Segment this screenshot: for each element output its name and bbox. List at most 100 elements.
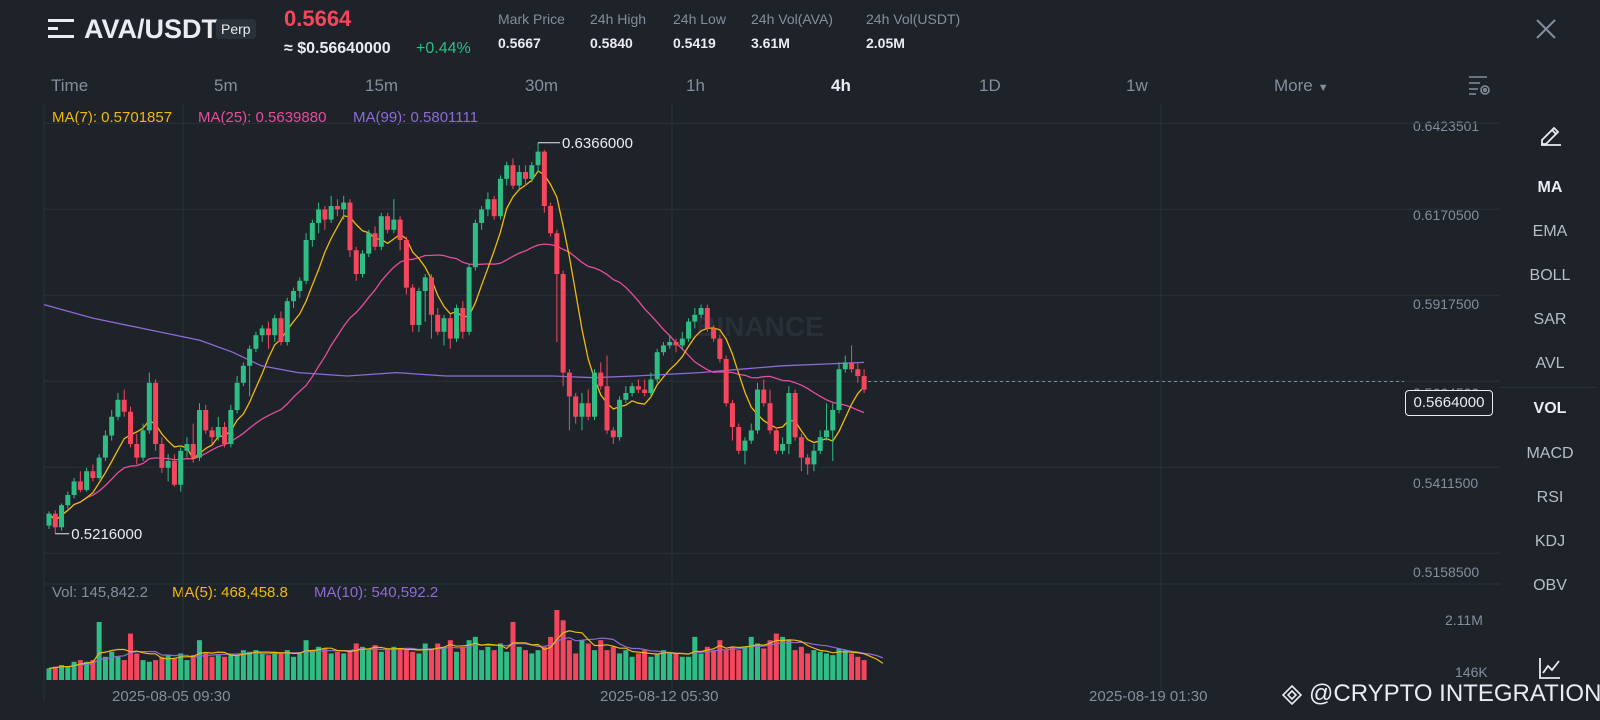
tab-more[interactable]: More ▼	[1274, 76, 1329, 96]
candle	[441, 318, 447, 332]
candle	[372, 233, 378, 247]
volume-bar	[855, 656, 861, 680]
candle	[755, 389, 761, 431]
candle	[428, 277, 434, 315]
time-tick: 2025-08-12 05:30	[600, 688, 719, 705]
volume-bar	[767, 640, 773, 680]
volume-bar	[836, 648, 842, 680]
volume-bar	[667, 653, 673, 680]
indicator-obv[interactable]: OBV	[1533, 577, 1567, 594]
draw-tool-icon[interactable]	[1538, 120, 1564, 146]
candle	[598, 372, 604, 387]
volume-bar	[704, 646, 710, 680]
indicator-kdj[interactable]: KDJ	[1534, 533, 1566, 550]
candle	[366, 233, 372, 254]
volume-bar	[253, 650, 259, 680]
chart-settings-icon[interactable]	[1467, 73, 1491, 97]
candle	[403, 240, 409, 288]
candle	[523, 172, 529, 179]
volume-bar	[284, 650, 290, 680]
candle	[786, 393, 792, 444]
volume-bar	[385, 650, 391, 680]
volume-bar	[780, 636, 786, 680]
tab-1w[interactable]: 1w	[1126, 76, 1148, 95]
volume-bar	[861, 660, 867, 680]
volume-bar	[523, 650, 529, 680]
vol-ma10-line	[48, 637, 884, 669]
vol-ma5-line	[48, 630, 884, 669]
candle	[548, 206, 554, 234]
indicator-boll[interactable]: BOLL	[1529, 267, 1571, 284]
candle	[71, 481, 77, 495]
candle	[84, 471, 90, 490]
volume-bar	[291, 656, 297, 680]
indicator-avl[interactable]: AVL	[1535, 355, 1565, 372]
volume-bar	[729, 646, 735, 680]
tab-1h[interactable]: 1h	[686, 76, 705, 95]
indicator-ema[interactable]: EMA	[1532, 223, 1568, 240]
volume-bar	[711, 650, 717, 680]
volume-bar	[353, 643, 359, 680]
candle	[510, 165, 516, 186]
volume-bar	[823, 653, 829, 680]
volume-bar	[328, 653, 334, 680]
menu-icon[interactable]	[48, 17, 74, 41]
volume-bar	[190, 655, 196, 680]
stat-value-24h-vol-usdt: 2.05M	[866, 35, 905, 51]
candle	[849, 362, 855, 370]
volume-bar	[441, 646, 447, 680]
indicator-macd[interactable]: MACD	[1526, 445, 1574, 462]
volume-bar	[717, 640, 723, 680]
volume-bar	[460, 646, 466, 680]
close-icon[interactable]	[1535, 18, 1557, 40]
candle	[334, 206, 340, 210]
time-tick: 2025-08-05 09:30	[112, 688, 231, 705]
candle	[836, 369, 842, 410]
volume-bar	[598, 640, 604, 680]
volume-bar	[240, 650, 246, 680]
candle	[52, 513, 58, 528]
candle	[341, 202, 347, 210]
tab-4h[interactable]: 4h	[831, 76, 851, 95]
volume-bar	[454, 651, 460, 680]
volume-bar	[748, 636, 754, 680]
candle	[159, 444, 165, 468]
candle	[265, 328, 271, 336]
tab-15m[interactable]: 15m	[365, 76, 399, 95]
volume-bar	[90, 660, 96, 680]
volume-bar	[215, 655, 221, 680]
candle	[203, 410, 209, 431]
volume-bar	[485, 646, 491, 680]
candle	[360, 253, 365, 274]
indicator-vol[interactable]: VOL	[1533, 400, 1567, 417]
candle	[447, 318, 453, 339]
candle	[604, 386, 610, 431]
chart-type-icon[interactable]	[1538, 656, 1562, 680]
candle	[466, 267, 472, 332]
tab-1d[interactable]: 1D	[979, 76, 1001, 95]
candle	[805, 457, 811, 465]
indicator-sar[interactable]: SAR	[1533, 311, 1567, 328]
candle	[209, 430, 215, 438]
candle	[190, 444, 196, 458]
candle	[830, 410, 836, 431]
volume-bar	[786, 640, 792, 680]
candle	[153, 382, 159, 444]
tab-30m[interactable]: 30m	[525, 76, 559, 95]
volume-bar	[203, 653, 209, 680]
volume-bar	[347, 650, 353, 680]
volume-bar	[629, 656, 635, 680]
candle	[316, 209, 322, 223]
indicator-rsi[interactable]: RSI	[1536, 489, 1564, 506]
candle	[322, 209, 328, 220]
tab-time[interactable]: Time	[51, 76, 89, 95]
price-tick: 0.5158500	[1413, 564, 1480, 580]
symbol-title[interactable]: AVA/USDT	[84, 14, 218, 44]
candle	[610, 430, 616, 438]
indicator-ma[interactable]: MA	[1537, 179, 1563, 196]
current-price-tag: 0.5664000	[1405, 390, 1493, 416]
tab-5m[interactable]: 5m	[214, 76, 238, 95]
candle	[629, 386, 635, 393]
volume-bar	[617, 653, 623, 680]
